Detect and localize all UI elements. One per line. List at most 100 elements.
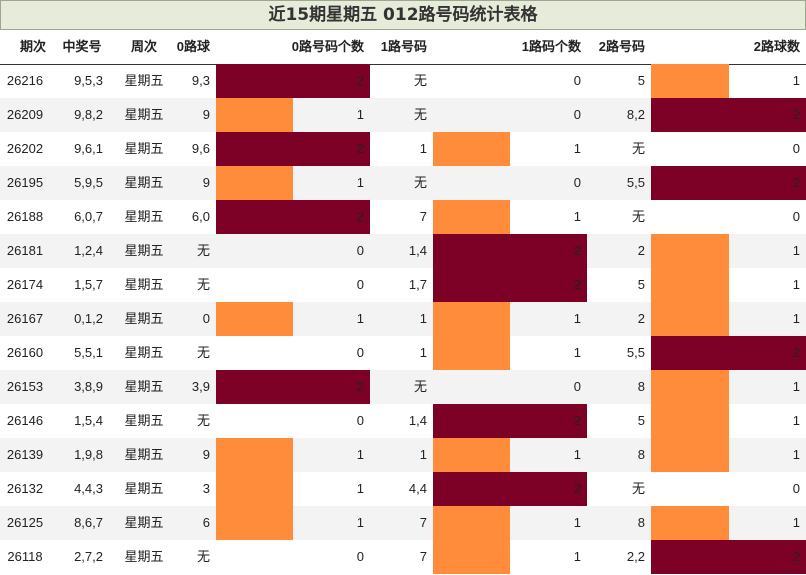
cell-r0: 9,6 (191, 141, 210, 156)
cell-r2-count: 2 (792, 107, 800, 122)
cell-r1: 1 (419, 345, 427, 360)
cell-r0: 无 (196, 549, 210, 564)
cell-r1-count: 0 (573, 107, 581, 122)
table-row: 26160 5,5,1 星期五 无 0 1 1 5,5 2 (0, 336, 806, 370)
cell-r0-count: 0 (356, 277, 364, 292)
r2-count-bar (651, 98, 806, 132)
header-winning: 中奖号 (62, 39, 102, 54)
cell-winning: 9,5,3 (74, 73, 103, 88)
table-row: 26209 9,8,2 星期五 9 1 无 0 8,2 2 (0, 98, 806, 132)
cell-period: 26139 (6, 447, 44, 462)
cell-r1-count: 2 (573, 243, 581, 258)
cell-weekday: 星期五 (124, 379, 164, 394)
cell-r1: 7 (419, 515, 427, 530)
cell-r0-count: 1 (356, 175, 364, 190)
r1-count-bar (433, 200, 510, 234)
r1-count-bar (433, 302, 510, 336)
cell-r2-count: 2 (792, 345, 800, 360)
cell-r2: 5,5 (626, 345, 645, 360)
r0-count-bar (216, 200, 370, 234)
cell-weekday: 星期五 (124, 515, 164, 530)
r2-count-bar (651, 336, 806, 370)
cell-r0-count: 0 (356, 413, 364, 428)
cell-r1: 1,4 (408, 413, 427, 428)
r2-count-bar (651, 506, 729, 540)
cell-r0: 无 (196, 413, 210, 428)
r1-count-bar (433, 438, 510, 472)
cell-weekday: 星期五 (124, 549, 164, 564)
cell-r1-count: 1 (573, 447, 581, 462)
cell-winning: 6,0,7 (74, 209, 103, 224)
cell-r0-count: 1 (356, 481, 364, 496)
cell-weekday: 星期五 (124, 311, 164, 326)
cell-r0-count: 1 (356, 311, 364, 326)
cell-period: 26195 (6, 175, 44, 190)
r2-count-bar (651, 438, 729, 472)
cell-r2: 2 (637, 311, 645, 326)
cell-period: 26216 (6, 73, 44, 88)
r1-count-bar (433, 132, 510, 166)
cell-r2: 无 (631, 209, 645, 224)
header-r2: 2路号码 (598, 39, 645, 54)
table-row: 26146 1,5,4 星期五 无 0 1,4 2 5 1 (0, 404, 806, 438)
table-row: 26125 8,6,7 星期五 6 1 7 1 8 1 (0, 506, 806, 540)
cell-r1: 无 (413, 379, 427, 394)
cell-r2: 5 (637, 73, 645, 88)
cell-winning: 2,7,2 (74, 549, 103, 564)
r0-count-bar (216, 64, 370, 98)
cell-r2-count: 1 (792, 413, 800, 428)
header-r0count: 0路号码个数 (291, 39, 364, 54)
cell-r2-count: 2 (792, 549, 800, 564)
r2-count-bar (651, 540, 806, 574)
r0-count-bar (216, 506, 293, 540)
table-row: 26202 9,6,1 星期五 9,6 2 1 1 无 0 (0, 132, 806, 166)
cell-r2-count: 1 (792, 379, 800, 394)
cell-period: 26125 (6, 515, 44, 530)
cell-period: 26174 (6, 277, 44, 292)
cell-period: 26160 (6, 345, 44, 360)
cell-period: 26188 (6, 209, 44, 224)
cell-period: 26167 (6, 311, 44, 326)
cell-r2-count: 2 (792, 175, 800, 190)
r1-count-bar (433, 234, 587, 268)
cell-winning: 3,8,9 (74, 379, 103, 394)
r1-count-bar (433, 404, 587, 438)
cell-r1: 1 (419, 311, 427, 326)
cell-winning: 8,6,7 (74, 515, 103, 530)
r2-count-bar (651, 404, 729, 438)
cell-r0-count: 0 (356, 549, 364, 564)
r1-count-bar (433, 268, 587, 302)
cell-r1-count: 1 (573, 345, 581, 360)
r0-count-bar (216, 438, 293, 472)
cell-r2: 5,5 (626, 175, 645, 190)
cell-r2-count: 1 (792, 447, 800, 462)
cell-winning: 1,5,4 (74, 413, 103, 428)
cell-r0: 3,9 (191, 379, 210, 394)
table-row: 26216 9,5,3 星期五 9,3 2 无 0 5 1 (0, 64, 806, 98)
cell-period: 26153 (6, 379, 44, 394)
cell-weekday: 星期五 (124, 345, 164, 360)
r0-count-bar (216, 302, 293, 336)
r2-count-bar (651, 268, 729, 302)
cell-r2: 无 (631, 141, 645, 156)
cell-r1: 1 (419, 141, 427, 156)
cell-r2: 8 (637, 515, 645, 530)
cell-r2: 8 (637, 379, 645, 394)
cell-r1: 7 (419, 209, 427, 224)
table-title: 近15期星期五 012路号码统计表格 (0, 0, 806, 30)
cell-weekday: 星期五 (124, 107, 164, 122)
cell-winning: 4,4,3 (74, 481, 103, 496)
r2-count-bar (651, 234, 729, 268)
r0-count-bar (216, 98, 293, 132)
cell-period: 26202 (6, 141, 44, 156)
cell-winning: 9,6,1 (74, 141, 103, 156)
cell-r2: 8,2 (626, 107, 645, 122)
table-row: 26188 6,0,7 星期五 6,0 2 7 1 无 0 (0, 200, 806, 234)
cell-r2-count: 1 (792, 515, 800, 530)
table-row: 26195 5,9,5 星期五 9 1 无 0 5,5 2 (0, 166, 806, 200)
cell-r1-count: 1 (573, 209, 581, 224)
cell-r1-count: 1 (573, 515, 581, 530)
cell-r1-count: 1 (573, 549, 581, 564)
cell-r2-count: 1 (792, 73, 800, 88)
